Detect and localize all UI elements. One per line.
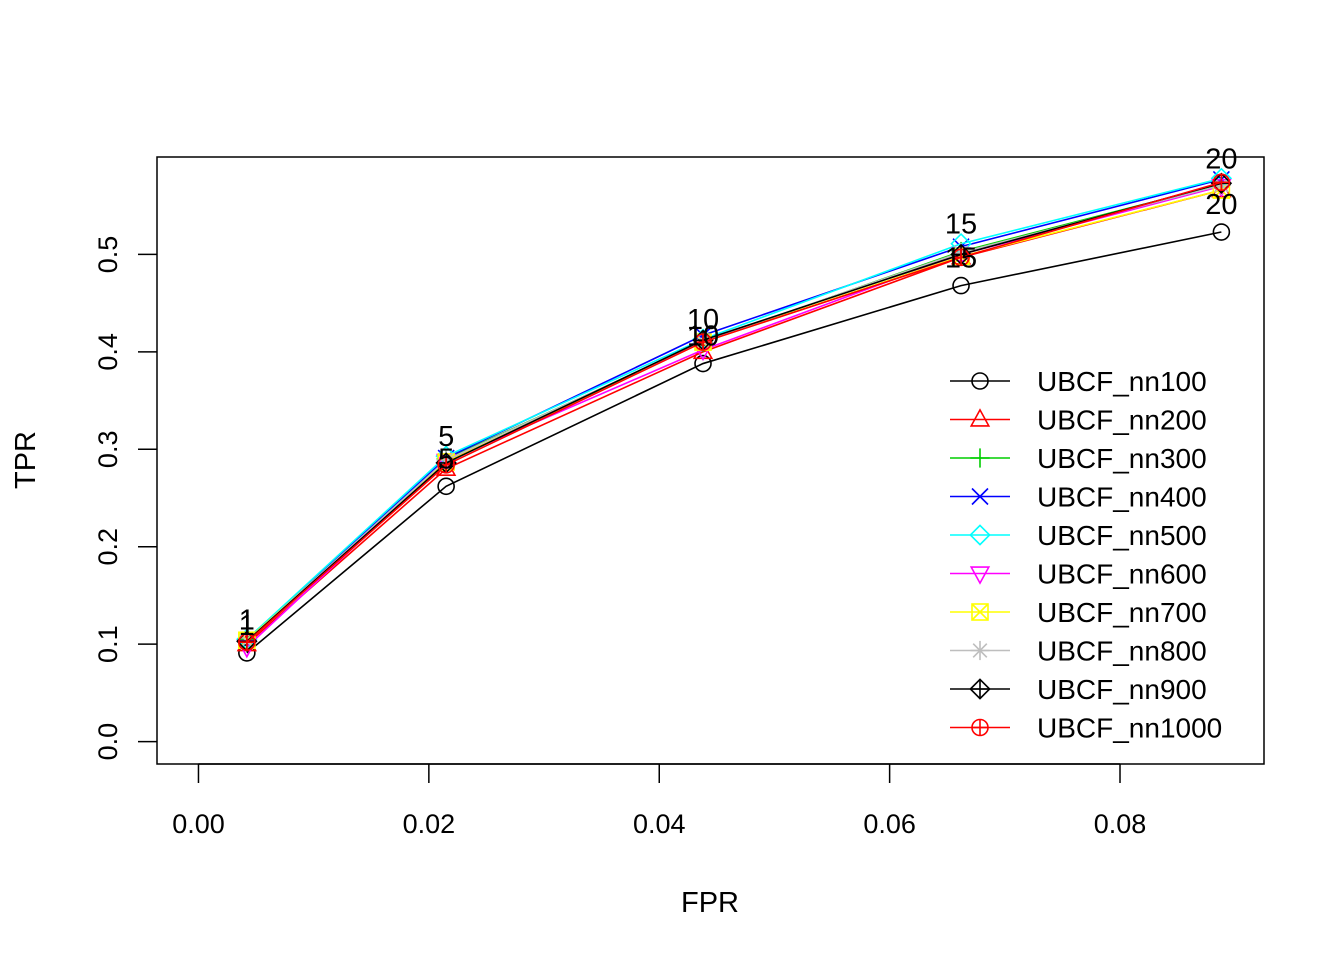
series-line bbox=[246, 231, 1222, 654]
legend-marker bbox=[971, 603, 989, 621]
legend-item: UBCF_nn200 bbox=[950, 405, 1207, 436]
point-label: 20 bbox=[1205, 189, 1237, 221]
legend-marker bbox=[969, 408, 991, 427]
legend-marker bbox=[969, 566, 991, 585]
legend-item: UBCF_nn300 bbox=[950, 443, 1207, 474]
y-tick-label: 0.3 bbox=[93, 431, 123, 469]
legend-item: UBCF_nn900 bbox=[950, 674, 1207, 705]
point-label: 15 bbox=[945, 243, 977, 275]
x-tick-label: 0.04 bbox=[633, 809, 686, 839]
point-label: 15 bbox=[945, 209, 977, 241]
point-label: 10 bbox=[687, 304, 719, 336]
legend-marker bbox=[971, 718, 989, 737]
data-point bbox=[437, 477, 455, 496]
data-point bbox=[694, 333, 712, 351]
x-axis: 0.00 0.02 0.04 0.06 0.08 bbox=[172, 763, 1147, 839]
x-axis-label: FPR bbox=[681, 887, 739, 919]
legend-label: UBCF_nn200 bbox=[1037, 405, 1207, 436]
series-UBCF_nn1000 bbox=[238, 173, 1231, 652]
legend-item: UBCF_nn1000 bbox=[950, 713, 1222, 744]
y-tick-label: 0.2 bbox=[93, 528, 123, 566]
legend-item: UBCF_nn800 bbox=[950, 636, 1207, 667]
data-point bbox=[238, 633, 256, 652]
y-axis-label: TPR bbox=[10, 431, 42, 489]
data-point bbox=[437, 456, 455, 474]
y-tick-label: 0.4 bbox=[93, 333, 123, 371]
legend-item: UBCF_nn100 bbox=[950, 366, 1207, 397]
x-tick-label: 0.06 bbox=[863, 809, 916, 839]
legend-item: UBCF_nn500 bbox=[950, 520, 1207, 551]
legend-label: UBCF_nn500 bbox=[1037, 520, 1207, 551]
point-label: 5 bbox=[438, 421, 454, 453]
point-label: 10 bbox=[687, 321, 719, 353]
legend-item: UBCF_nn600 bbox=[950, 559, 1207, 590]
legend-marker bbox=[970, 448, 990, 468]
y-axis: 0.0 0.1 0.2 0.3 0.4 0.5 bbox=[93, 236, 157, 761]
legend-label: UBCF_nn900 bbox=[1037, 674, 1207, 705]
point-label: 1 bbox=[239, 610, 255, 642]
legend-label: UBCF_nn600 bbox=[1037, 559, 1207, 590]
data-point bbox=[952, 276, 970, 295]
y-tick-label: 0.1 bbox=[93, 625, 123, 663]
legend-marker bbox=[971, 487, 989, 506]
x-tick-label: 0.02 bbox=[403, 809, 456, 839]
point-label: 1 bbox=[239, 604, 255, 636]
y-tick-label: 0.5 bbox=[93, 236, 123, 274]
legend-item: UBCF_nn400 bbox=[950, 482, 1207, 513]
legend-item: UBCF_nn700 bbox=[950, 597, 1207, 628]
legend-label: UBCF_nn300 bbox=[1037, 443, 1207, 474]
legend-label: UBCF_nn400 bbox=[1037, 482, 1207, 513]
legend-marker bbox=[969, 678, 991, 700]
legend-label: UBCF_nn700 bbox=[1037, 597, 1207, 628]
y-tick-label: 0.0 bbox=[93, 723, 123, 761]
legend-label: UBCF_nn1000 bbox=[1037, 713, 1222, 744]
point-label: 5 bbox=[438, 443, 454, 475]
data-point bbox=[952, 248, 970, 267]
legend-label: UBCF_nn100 bbox=[1037, 366, 1207, 397]
point-label: 20 bbox=[1205, 143, 1237, 175]
series-UBCF_nn100 bbox=[238, 223, 1231, 662]
legend-marker bbox=[970, 640, 990, 661]
data-point bbox=[694, 354, 712, 373]
legend: UBCF_nn100 UBCF_nn200 UBCF_nn300 UBCF_nn400… bbox=[950, 366, 1222, 744]
legend-label: UBCF_nn800 bbox=[1037, 636, 1207, 667]
data-point bbox=[1212, 223, 1231, 241]
legend-marker bbox=[969, 524, 991, 546]
x-tick-label: 0.08 bbox=[1094, 809, 1147, 839]
legend-marker bbox=[971, 372, 989, 390]
x-tick-label: 0.00 bbox=[172, 809, 225, 839]
data-point bbox=[1212, 173, 1231, 192]
